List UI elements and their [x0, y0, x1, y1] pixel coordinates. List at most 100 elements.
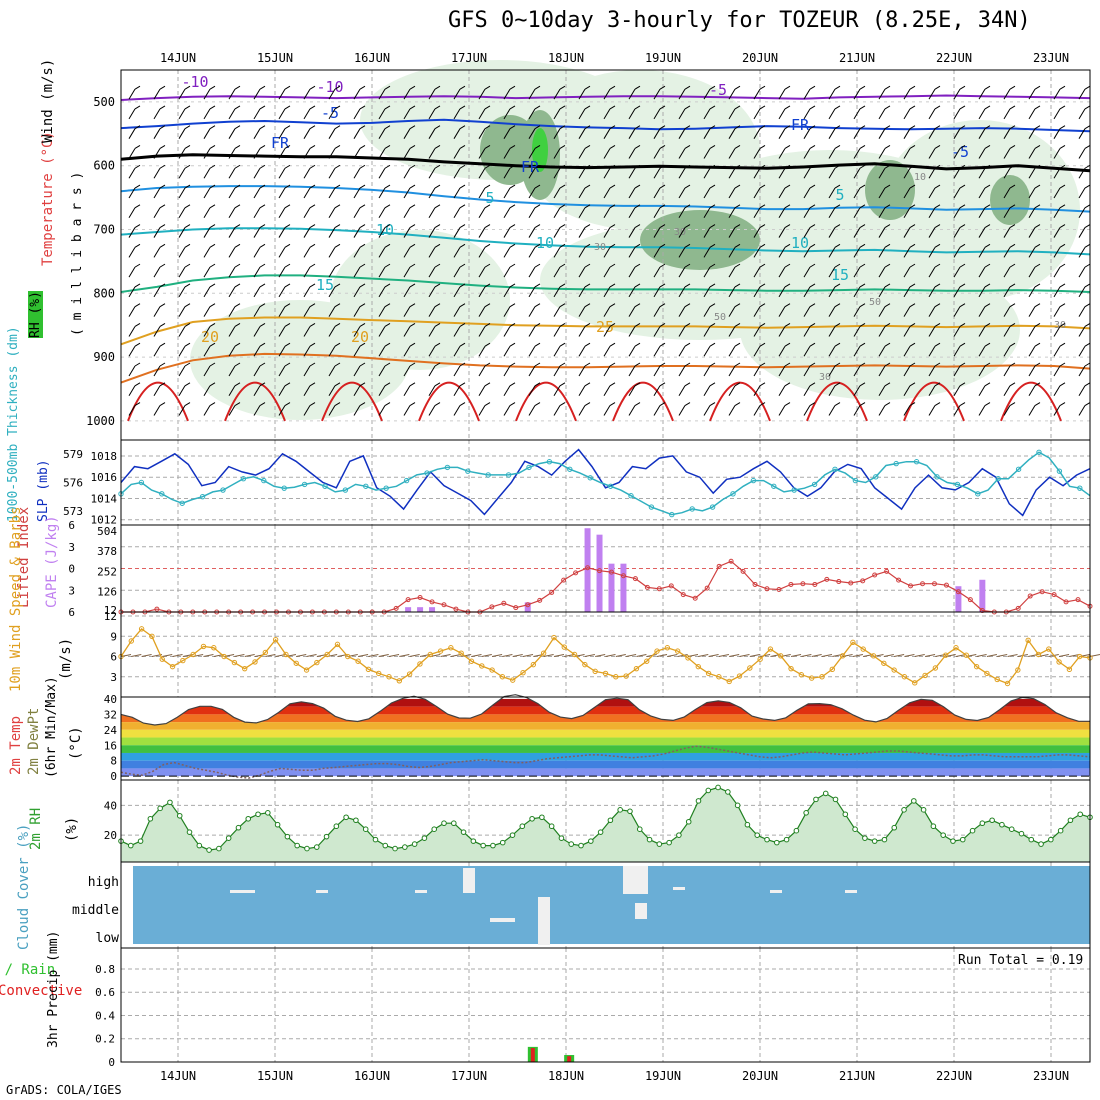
barb-flag-2-16	[534, 125, 541, 130]
barb-flag-14-9	[359, 362, 366, 367]
barb-12-27	[803, 326, 811, 337]
barb-7-28	[828, 227, 836, 238]
barb-flag-10-11	[409, 283, 416, 288]
barb-flag-1-4	[234, 105, 241, 110]
barb-5-1	[153, 187, 161, 199]
barb-flag-7-10	[384, 224, 391, 228]
barb-9-28	[828, 266, 836, 278]
barb-flag-6-38	[1084, 204, 1091, 209]
barb-2-28	[828, 128, 836, 139]
barb-11-36	[1028, 306, 1036, 317]
li-point-35	[537, 597, 543, 603]
barb-flag-8-16	[534, 243, 541, 248]
barb-flag-11-7	[309, 303, 316, 308]
li-point-27	[441, 602, 447, 608]
barb-flag-12-26	[784, 323, 791, 327]
barb-flag-3-10	[384, 145, 391, 149]
barb-flag-12-4	[234, 323, 241, 327]
barb-flag-7-11	[409, 224, 416, 228]
upper-xtick-1: 15JUN	[257, 51, 293, 65]
barb-8-3	[203, 247, 211, 258]
barb-5-27	[803, 187, 811, 199]
barb-12-13	[453, 326, 461, 337]
barb-14-38	[1078, 365, 1086, 377]
wind-point-92	[1066, 666, 1073, 673]
barb-11-21	[653, 306, 661, 317]
barb-5-22	[678, 187, 686, 199]
barb-11-35	[1003, 306, 1011, 317]
barb-5-20	[628, 187, 636, 199]
wind-point-11	[231, 659, 238, 666]
barb-flag-16-30	[884, 402, 891, 406]
barb-flag-2-3	[209, 125, 216, 130]
thick-point-62	[750, 477, 757, 484]
barb-flag-5-9	[359, 184, 366, 189]
barb-3-18	[578, 148, 586, 159]
barb-flag-15-35	[1009, 382, 1016, 387]
upper-ytick-4: 900	[93, 350, 115, 364]
barb-16-36	[1028, 405, 1036, 416]
temp-tick-0: 0	[110, 770, 117, 783]
barb-5-36	[1028, 187, 1036, 199]
barb-flag-10-37	[1059, 283, 1066, 288]
wind-point-33	[458, 650, 464, 656]
barb-8-23	[703, 247, 711, 258]
barb-13-16	[528, 345, 536, 357]
barb-11-15	[503, 306, 511, 317]
barb-flag-14-8	[334, 362, 341, 367]
li-point-33	[513, 605, 519, 611]
barb-flag-9-12	[434, 263, 441, 268]
wind-point-36	[489, 667, 495, 673]
barb-flag-2-17	[559, 125, 566, 130]
barb-7-5	[253, 227, 261, 238]
barb-flag-11-11	[409, 303, 416, 308]
rh-point-25	[362, 826, 369, 833]
wind-point-35	[479, 663, 485, 669]
barb-flag-4-27	[809, 164, 816, 169]
barb-13-6	[278, 345, 286, 357]
li-point-40	[597, 568, 603, 574]
barb-3-24	[728, 148, 736, 159]
barb-flag-8-34	[984, 243, 991, 248]
barb-flag-4-22	[684, 164, 691, 169]
wind10-barb-66	[801, 654, 812, 658]
barb-flag-8-26	[784, 243, 791, 248]
barb-14-13	[453, 365, 461, 377]
barb-flag-11-35	[1009, 303, 1016, 308]
barb-flag-6-25	[759, 204, 766, 209]
barb-flag-11-38	[1084, 303, 1091, 308]
upper-xtick-0: 14JUN	[160, 51, 196, 65]
barb-7-10	[378, 227, 386, 238]
barb-flag-4-33	[959, 164, 966, 169]
barb-flag-9-29	[859, 263, 866, 268]
barb-flag-15-12	[434, 382, 441, 387]
barb-12-30	[878, 326, 886, 337]
barb-flag-11-8	[334, 303, 341, 308]
barb-6-4	[228, 207, 236, 219]
barb-5-34	[978, 187, 986, 199]
barb-flag-12-29	[859, 323, 866, 327]
barb-flag-0-38	[1084, 85, 1091, 90]
wind-point-7	[190, 651, 196, 658]
barb-4-9	[353, 167, 361, 179]
barb-6-5	[253, 207, 261, 219]
barb-flag-3-38	[1084, 145, 1091, 149]
rh-shade-6	[190, 300, 410, 420]
barb-2-37	[1053, 128, 1061, 139]
barb-8-14	[478, 247, 486, 258]
barb-flag-16-18	[584, 402, 591, 406]
barb-2-14	[478, 128, 486, 139]
wind10-barb-78	[924, 654, 936, 658]
barb-flag-8-0	[134, 243, 141, 248]
barb-flag-6-34	[984, 204, 991, 209]
barb-13-11	[403, 345, 411, 357]
barb-1-19	[603, 108, 611, 120]
barb-flag-5-30	[884, 184, 891, 189]
wind-point-5	[169, 663, 176, 670]
barb-flag-11-12	[434, 303, 441, 308]
barb-flag-5-12	[434, 184, 441, 189]
li-point-34	[525, 602, 531, 608]
barb-flag-7-23	[709, 224, 716, 228]
barb-2-17	[553, 128, 561, 139]
barb-flag-5-23	[709, 184, 716, 189]
